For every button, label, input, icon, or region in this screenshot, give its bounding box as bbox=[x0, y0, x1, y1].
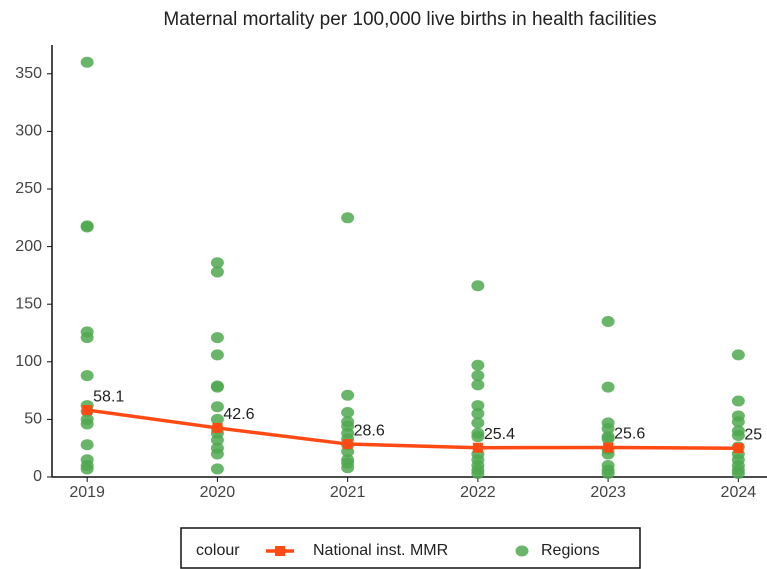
data-label: 42.6 bbox=[223, 406, 254, 423]
region-point bbox=[601, 433, 615, 445]
national-point bbox=[342, 439, 353, 450]
region-point bbox=[210, 434, 224, 446]
legend-title: colour bbox=[196, 542, 240, 559]
y-tick-label: 100 bbox=[15, 353, 42, 370]
region-point bbox=[80, 332, 94, 344]
region-point bbox=[210, 413, 224, 425]
region-point bbox=[341, 212, 355, 224]
y-tick-label: 0 bbox=[33, 468, 42, 485]
region-point bbox=[80, 418, 94, 430]
region-point bbox=[210, 349, 224, 361]
national-point bbox=[82, 405, 93, 416]
national-line bbox=[86, 408, 739, 450]
x-tick-label: 2019 bbox=[69, 484, 105, 501]
region-point bbox=[731, 416, 745, 428]
data-label: 28.6 bbox=[354, 422, 385, 439]
region-point bbox=[80, 370, 94, 382]
region-point bbox=[80, 56, 94, 68]
region-point bbox=[210, 266, 224, 278]
region-point bbox=[341, 406, 355, 418]
region-point bbox=[80, 439, 94, 451]
region-point bbox=[471, 400, 485, 412]
legend-box bbox=[180, 527, 641, 569]
national-point bbox=[472, 442, 483, 453]
region-point bbox=[471, 359, 485, 371]
y-tick-label: 350 bbox=[15, 65, 42, 82]
x-tick-label: 2022 bbox=[460, 484, 496, 501]
region-point bbox=[210, 381, 224, 393]
region-point bbox=[601, 381, 615, 393]
legend-marker bbox=[275, 546, 285, 556]
region-point bbox=[471, 417, 485, 429]
data-label: 25 bbox=[744, 426, 762, 443]
region-point bbox=[471, 379, 485, 391]
region-point bbox=[341, 389, 355, 401]
region-point bbox=[341, 462, 355, 474]
legend-label: National inst. MMR bbox=[313, 542, 448, 559]
region-point bbox=[601, 468, 615, 480]
region-point bbox=[210, 332, 224, 344]
region-point bbox=[80, 463, 94, 475]
region-point bbox=[471, 431, 485, 443]
y-tick-label: 200 bbox=[15, 238, 42, 255]
national-point bbox=[603, 442, 614, 453]
x-tick-label: 2020 bbox=[200, 484, 236, 501]
y-tick-label: 250 bbox=[15, 180, 42, 197]
x-tick-label: 2023 bbox=[590, 484, 626, 501]
region-point bbox=[601, 315, 615, 327]
region-point bbox=[210, 401, 224, 413]
data-label: 25.6 bbox=[614, 426, 645, 443]
region-point bbox=[80, 221, 94, 233]
y-tick-label: 50 bbox=[24, 411, 42, 428]
x-tick-label: 2024 bbox=[721, 484, 757, 501]
region-point bbox=[210, 448, 224, 460]
y-tick-label: 150 bbox=[15, 295, 42, 312]
region-point bbox=[210, 257, 224, 269]
region-point bbox=[471, 280, 485, 292]
region-point bbox=[731, 395, 745, 407]
region-point bbox=[601, 423, 615, 435]
region-point bbox=[731, 430, 745, 442]
region-point bbox=[210, 463, 224, 475]
chart-title: Maternal mortality per 100,000 live birt… bbox=[163, 9, 656, 30]
region-point bbox=[471, 370, 485, 382]
x-tick-label: 2021 bbox=[330, 484, 366, 501]
region-point bbox=[731, 349, 745, 361]
region-point bbox=[471, 408, 485, 420]
y-tick-label: 300 bbox=[15, 123, 42, 140]
data-label: 58.1 bbox=[93, 388, 124, 405]
region-point bbox=[731, 468, 745, 480]
region-point bbox=[471, 468, 485, 480]
data-label: 25.4 bbox=[484, 426, 515, 443]
legend-label: Regions bbox=[541, 542, 600, 559]
national-point bbox=[212, 422, 223, 433]
national-point bbox=[733, 443, 744, 454]
legend-marker bbox=[515, 545, 529, 557]
